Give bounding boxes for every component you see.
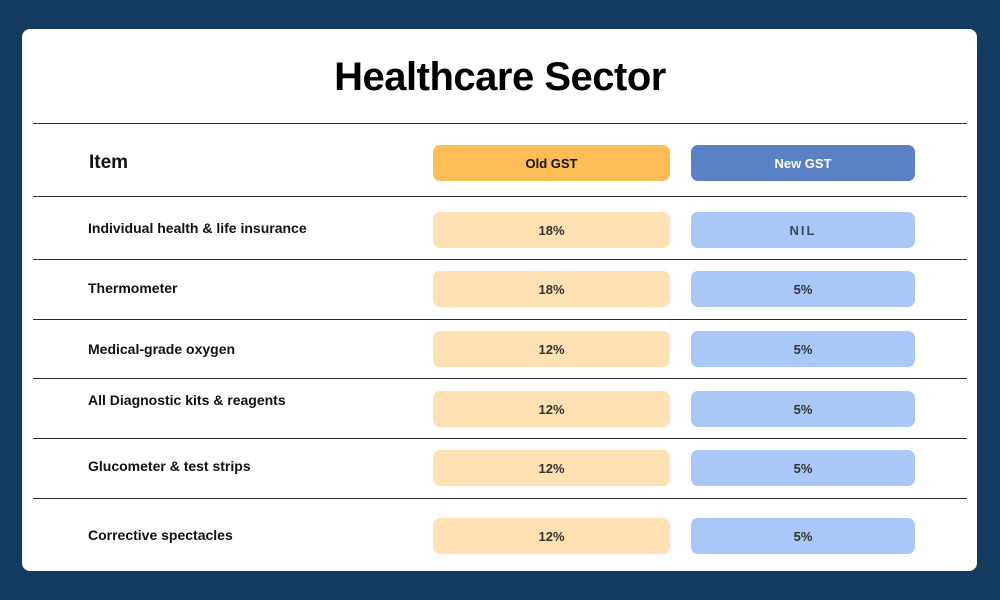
- old-gst-cell: 12%: [433, 518, 670, 554]
- old-gst-cell: 12%: [433, 391, 670, 427]
- new-gst-cell: 5%: [691, 271, 915, 307]
- new-gst-header: New GST: [691, 145, 915, 181]
- divider: [33, 378, 967, 379]
- item-column-header: Item: [89, 152, 129, 173]
- old-gst-cell: 18%: [433, 212, 670, 248]
- row-item-label: Medical-grade oxygen: [88, 341, 236, 357]
- new-gst-cell: 5%: [691, 518, 915, 554]
- new-gst-cell: 5%: [691, 450, 915, 486]
- row-item-label: Corrective spectacles: [88, 527, 233, 543]
- old-gst-cell: 12%: [433, 450, 670, 486]
- row-item-label: All Diagnostic kits & reagents: [88, 392, 286, 408]
- row-item-label: Individual health & life insurance: [88, 220, 307, 236]
- new-gst-cell: 5%: [691, 391, 915, 427]
- new-gst-cell: 5%: [691, 331, 915, 367]
- divider: [33, 259, 967, 260]
- new-gst-cell: NIL: [691, 212, 915, 248]
- divider: [33, 196, 967, 197]
- divider: [33, 438, 967, 439]
- divider: [33, 319, 967, 320]
- row-item-label: Thermometer: [88, 280, 178, 296]
- old-gst-cell: 18%: [433, 271, 670, 307]
- page-title: Healthcare Sector: [334, 55, 666, 99]
- divider: [33, 123, 967, 124]
- old-gst-header: Old GST: [433, 145, 670, 181]
- old-gst-cell: 12%: [433, 331, 670, 367]
- row-item-label: Glucometer & test strips: [88, 458, 251, 474]
- divider: [33, 498, 967, 499]
